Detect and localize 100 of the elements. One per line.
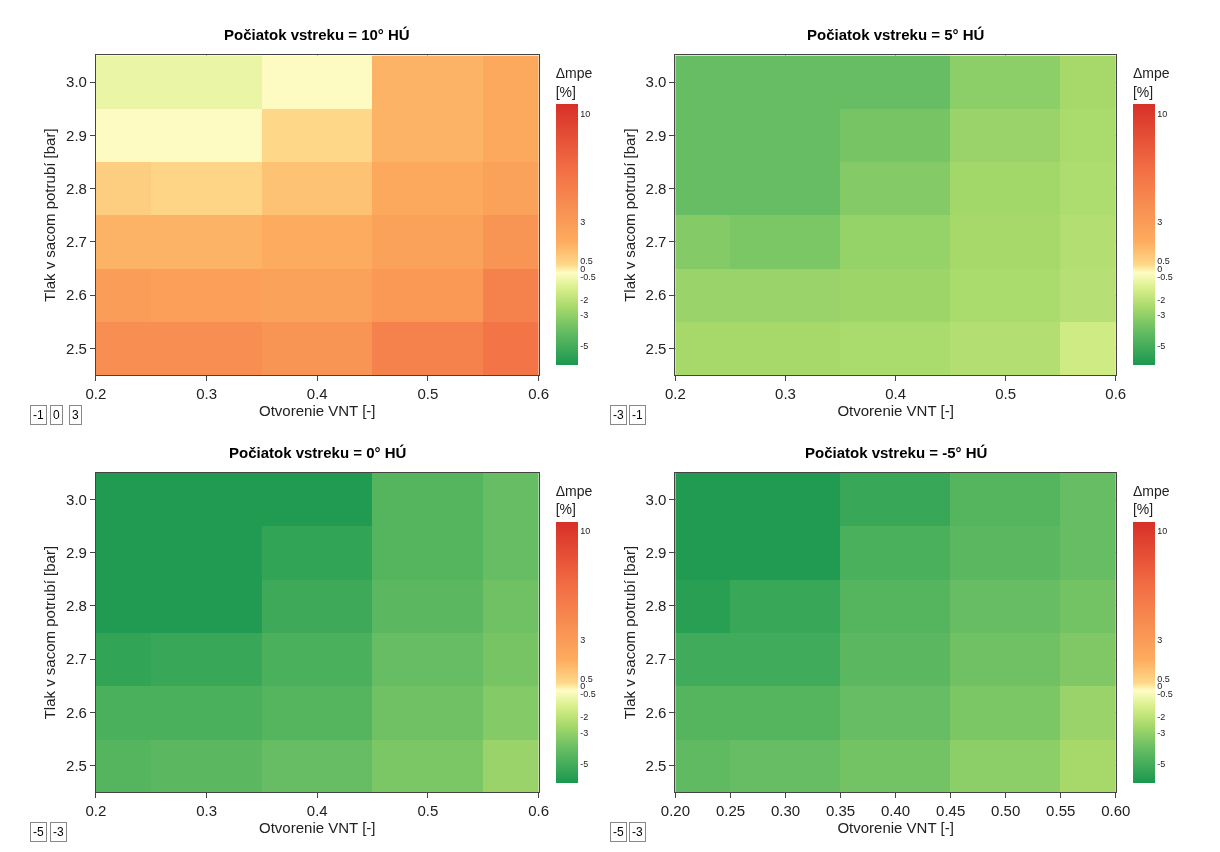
- x-tick-label: 0.4: [885, 384, 907, 402]
- y-tick-label: 2.8: [645, 597, 667, 615]
- y-axis-title: Tlak v sacom potrubí [bar]: [41, 128, 59, 302]
- y-tick-label: 2.6: [66, 286, 87, 304]
- y-tick-label: 2.6: [66, 703, 87, 721]
- color-bar-label: -2: [580, 294, 589, 305]
- y-tick-label: 3.0: [66, 490, 87, 508]
- chart-title: Počiatok vstreku = 0° HÚ: [229, 444, 407, 461]
- x-tick-label: 0.50: [991, 802, 1021, 820]
- color-bar-label: -5: [1157, 341, 1166, 352]
- color-bar-label: -3: [580, 727, 589, 738]
- x-axis-title: Otvorenie VNT [-]: [837, 819, 954, 837]
- x-tick-label: 0.6: [1105, 384, 1127, 402]
- color-bar-label: 0: [580, 681, 586, 692]
- color-bar-title: Δmpe [%]: [1132, 65, 1170, 100]
- color-bar-title: Δmpe [%]: [555, 65, 593, 100]
- y-tick-label: 2.7: [66, 650, 87, 668]
- y-tick-label: 2.5: [645, 339, 667, 357]
- y-tick-label: 2.9: [645, 543, 667, 561]
- text: -1: [632, 408, 643, 422]
- text: -3: [53, 825, 64, 839]
- x-tick-label: 0.55: [1046, 802, 1076, 820]
- x-tick-label: 0.5: [417, 384, 439, 402]
- y-tick-label: 2.9: [645, 126, 667, 144]
- x-tick-label: 0.45: [936, 802, 966, 820]
- y-tick-label: 2.7: [66, 233, 87, 251]
- color-bar-label: 3: [1157, 217, 1163, 228]
- y-tick-label: 2.8: [66, 179, 87, 197]
- y-tick-label: 2.5: [645, 756, 667, 774]
- text: -1: [33, 408, 44, 422]
- x-tick-label: 0.3: [775, 384, 796, 402]
- color-bar-title: Δmpe [%]: [1132, 482, 1170, 518]
- color-bar-label: -0.5: [1157, 271, 1173, 282]
- y-axis-title: Tlak v sacom potrubí [bar]: [41, 545, 59, 720]
- x-tick-label: 0.6: [528, 802, 550, 820]
- color-bar-label: -3: [580, 310, 589, 321]
- x-tick-label: 0.2: [665, 384, 686, 402]
- color-bar-label: -3: [1157, 310, 1166, 321]
- x-axis-title: Otvorenie VNT [-]: [259, 401, 376, 419]
- text: 3: [72, 408, 79, 422]
- y-tick-label: 2.7: [645, 650, 667, 668]
- color-bar-label: -0.5: [580, 271, 596, 282]
- color-bar-label: -0.5: [1157, 689, 1173, 700]
- color-bar-label: 10: [1157, 108, 1168, 119]
- chart-title: Počiatok vstreku = 10° HÚ: [224, 26, 410, 43]
- color-bar-label: -0.5: [580, 689, 596, 700]
- color-bar-label: -5: [580, 758, 589, 769]
- y-tick-label: 3.0: [66, 73, 87, 91]
- x-tick-label: 0.4: [306, 802, 328, 820]
- y-tick-label: 2.6: [645, 286, 667, 304]
- color-bar-label: 3: [1157, 634, 1163, 645]
- color-bar-label: -2: [1157, 712, 1166, 723]
- y-axis-title: Tlak v sacom potrubí [bar]: [620, 128, 638, 302]
- x-tick-label: 0.2: [85, 802, 107, 820]
- x-tick-label: 0.6: [528, 384, 550, 402]
- x-tick-label: 0.35: [825, 802, 856, 820]
- y-tick-label: 2.5: [66, 339, 87, 357]
- color-bar-label: -2: [1157, 294, 1166, 305]
- color-bar-title: Δmpe [%]: [555, 482, 593, 518]
- y-tick-label: 2.6: [645, 703, 667, 721]
- text: -3: [632, 825, 643, 839]
- y-axis-title: Tlak v sacom potrubí [bar]: [620, 545, 638, 720]
- text: -5: [33, 825, 44, 839]
- color-bar-label: 10: [580, 108, 591, 119]
- y-tick-label: 2.9: [66, 543, 87, 561]
- color-bar-label: -2: [580, 712, 589, 723]
- x-tick-label: 0.30: [770, 802, 801, 820]
- color-bar-label: 0.5: [580, 673, 593, 684]
- color-bar-label: 0.5: [1157, 673, 1170, 684]
- y-tick-label: 2.8: [66, 597, 87, 615]
- y-tick-label: 2.5: [66, 756, 87, 774]
- y-tick-label: 3.0: [645, 73, 667, 91]
- color-bar-label: 3: [580, 634, 586, 645]
- x-tick-label: 0.4: [306, 384, 328, 402]
- x-tick-label: 0.5: [995, 384, 1017, 402]
- x-tick-label: 0.5: [417, 802, 439, 820]
- y-tick-label: 2.8: [645, 179, 667, 197]
- color-bar-label: -5: [580, 341, 589, 352]
- color-bar-label: 3: [580, 217, 586, 228]
- x-axis-title: Otvorenie VNT [-]: [837, 401, 954, 419]
- y-tick-label: 2.7: [645, 233, 667, 251]
- x-tick-label: 0.20: [660, 802, 691, 820]
- color-bar-label: 10: [1157, 526, 1168, 537]
- x-tick-label: 0.2: [85, 384, 107, 402]
- color-bar-label: 0: [1157, 681, 1163, 692]
- x-tick-label: 0.40: [881, 802, 911, 820]
- x-axis-title: Otvorenie VNT [-]: [259, 819, 376, 837]
- text: 0: [53, 408, 60, 422]
- text: -5: [613, 825, 624, 839]
- chart-title: Počiatok vstreku = 5° HÚ: [807, 26, 985, 43]
- x-tick-label: 0.60: [1101, 802, 1131, 820]
- color-bar-label: 10: [580, 526, 591, 537]
- y-tick-label: 2.9: [66, 126, 87, 144]
- y-tick-label: 3.0: [645, 490, 667, 508]
- color-bar-label: -5: [1157, 758, 1166, 769]
- color-bar-label: -3: [1157, 727, 1166, 738]
- chart-title: Počiatok vstreku = -5° HÚ: [805, 444, 988, 461]
- x-tick-label: 0.25: [715, 802, 746, 820]
- x-tick-label: 0.3: [196, 802, 218, 820]
- x-tick-label: 0.3: [196, 384, 218, 402]
